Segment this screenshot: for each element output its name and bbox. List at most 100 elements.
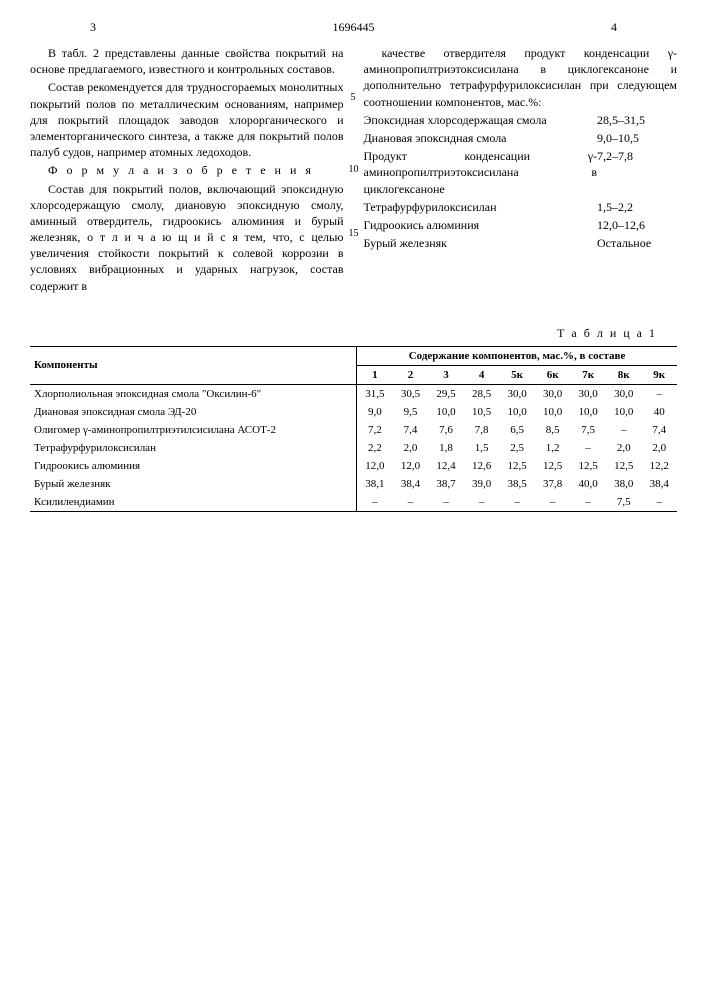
table-cell: 12,5 (499, 457, 535, 475)
table-row: Тетрафурфурилоксисилан2,22,01,81,52,51,2… (30, 439, 677, 457)
page-num-right: 4 (611, 20, 617, 35)
table-cell: 39,0 (464, 475, 500, 493)
table-cell: 12,5 (570, 457, 606, 475)
table-cell: 7,4 (393, 421, 429, 439)
table-cell: – (641, 384, 677, 403)
table-cell: 12,4 (428, 457, 464, 475)
table-cell: 1,2 (535, 439, 571, 457)
table-row: Гидроокись алюминия12,012,012,412,612,51… (30, 457, 677, 475)
comp-label: Продукт конденсации γ-аминопропилтриэток… (364, 148, 598, 197)
page-num-left: 3 (90, 20, 96, 35)
table-cell: 10,5 (464, 403, 500, 421)
table-cell: – (570, 439, 606, 457)
table-cell: 1,8 (428, 439, 464, 457)
table-cell: 30,5 (393, 384, 429, 403)
paragraph: качестве отвердителя продукт конденсации… (364, 45, 678, 110)
table-row: Хлорполиольная эпоксидная смола "Оксилин… (30, 384, 677, 403)
table-cell: 10,0 (428, 403, 464, 421)
table-cell: – (535, 493, 571, 512)
table-col-header: 4 (464, 365, 500, 384)
table-cell: – (570, 493, 606, 512)
table-cell: 10,0 (606, 403, 642, 421)
table-cell: – (606, 421, 642, 439)
table-row: Бурый железняк38,138,438,739,038,537,840… (30, 475, 677, 493)
table-cell: 7,5 (606, 493, 642, 512)
two-column-text: В табл. 2 представлены данные свойства п… (30, 45, 677, 296)
composition-row: Продукт конденсации γ-аминопропилтриэток… (364, 148, 678, 197)
table-caption: Т а б л и ц а 1 (30, 326, 657, 341)
data-table: Компоненты Содержание компонентов, мас.%… (30, 346, 677, 512)
row-label: Диановая эпоксидная смола ЭД-20 (30, 403, 357, 421)
right-column: качестве отвердителя продукт конденсации… (364, 45, 678, 296)
table-cell: 10,0 (570, 403, 606, 421)
comp-label: Гидроокись алюминия (364, 217, 598, 233)
table-row: Диановая эпоксидная смола ЭД-209,09,510,… (30, 403, 677, 421)
table-cell: 12,5 (606, 457, 642, 475)
row-label: Ксилилендиамин (30, 493, 357, 512)
table-cell: 12,5 (535, 457, 571, 475)
table-cell: 12,0 (393, 457, 429, 475)
comp-value: Остальное (597, 235, 677, 251)
table-cell: 7,5 (570, 421, 606, 439)
table-cell: 9,5 (393, 403, 429, 421)
paragraph: Состав для покрытий полов, включающий эп… (30, 181, 344, 294)
formula-heading: Ф о р м у л а и з о б р е т е н и я (30, 162, 344, 178)
table-cell: – (393, 493, 429, 512)
table-cell: 37,8 (535, 475, 571, 493)
table-cell: 2,2 (357, 439, 393, 457)
patent-number: 1696445 (333, 20, 375, 35)
comp-value: 7,2–7,8 (597, 148, 677, 197)
comp-value: 9,0–10,5 (597, 130, 677, 146)
comp-value: 1,5–2,2 (597, 199, 677, 215)
comp-label: Тетрафурфурилоксисилан (364, 199, 598, 215)
row-label: Гидроокись алюминия (30, 457, 357, 475)
paragraph: В табл. 2 представлены данные свойства п… (30, 45, 344, 77)
table-cell: 30,0 (606, 384, 642, 403)
table-cell: 30,0 (535, 384, 571, 403)
table-cell: 7,8 (464, 421, 500, 439)
table-cell: 30,0 (570, 384, 606, 403)
table-row: Олигомер γ-аминопропилтриэтилсисилана АС… (30, 421, 677, 439)
table-cell: 10,0 (499, 403, 535, 421)
page-header: 3 1696445 4 (30, 20, 677, 35)
composition-list: Эпоксидная хлорсодержащая смола28,5–31,5… (364, 112, 678, 252)
table-header: Компоненты (30, 346, 357, 384)
table-cell: 38,1 (357, 475, 393, 493)
table-cell: 30,0 (499, 384, 535, 403)
table-cell: 10,0 (535, 403, 571, 421)
table-col-header: 5к (499, 365, 535, 384)
table-col-header: 3 (428, 365, 464, 384)
comp-value: 12,0–12,6 (597, 217, 677, 233)
table-cell: 28,5 (464, 384, 500, 403)
table-cell: 2,0 (641, 439, 677, 457)
table-cell: 38,7 (428, 475, 464, 493)
table-cell: 7,4 (641, 421, 677, 439)
comp-label: Диановая эпоксидная смола (364, 130, 598, 146)
row-label: Хлорполиольная эпоксидная смола "Оксилин… (30, 384, 357, 403)
line-number: 5 (351, 91, 356, 105)
composition-row: Диановая эпоксидная смола9,0–10,5 (364, 130, 678, 146)
table-col-header: 9к (641, 365, 677, 384)
composition-row: Эпоксидная хлорсодержащая смола28,5–31,5 (364, 112, 678, 128)
table-cell: 31,5 (357, 384, 393, 403)
table-cell: 9,0 (357, 403, 393, 421)
composition-row: Гидроокись алюминия12,0–12,6 (364, 217, 678, 233)
composition-row: Бурый железнякОстальное (364, 235, 678, 251)
table-cell: 12,2 (641, 457, 677, 475)
table-cell: 2,0 (393, 439, 429, 457)
table-row: Ксилилендиамин–––––––7,5– (30, 493, 677, 512)
comp-value: 28,5–31,5 (597, 112, 677, 128)
table-cell: 38,0 (606, 475, 642, 493)
line-number: 15 (349, 227, 359, 241)
table-cell: 7,6 (428, 421, 464, 439)
table-cell: 40 (641, 403, 677, 421)
table-cell: 2,5 (499, 439, 535, 457)
table-cell: 8,5 (535, 421, 571, 439)
composition-row: Тетрафурфурилоксисилан1,5–2,2 (364, 199, 678, 215)
table-cell: 29,5 (428, 384, 464, 403)
table-cell: 38,4 (641, 475, 677, 493)
table-cell: 6,5 (499, 421, 535, 439)
table-col-header: 2 (393, 365, 429, 384)
table-col-header: 6к (535, 365, 571, 384)
comp-label: Бурый железняк (364, 235, 598, 251)
